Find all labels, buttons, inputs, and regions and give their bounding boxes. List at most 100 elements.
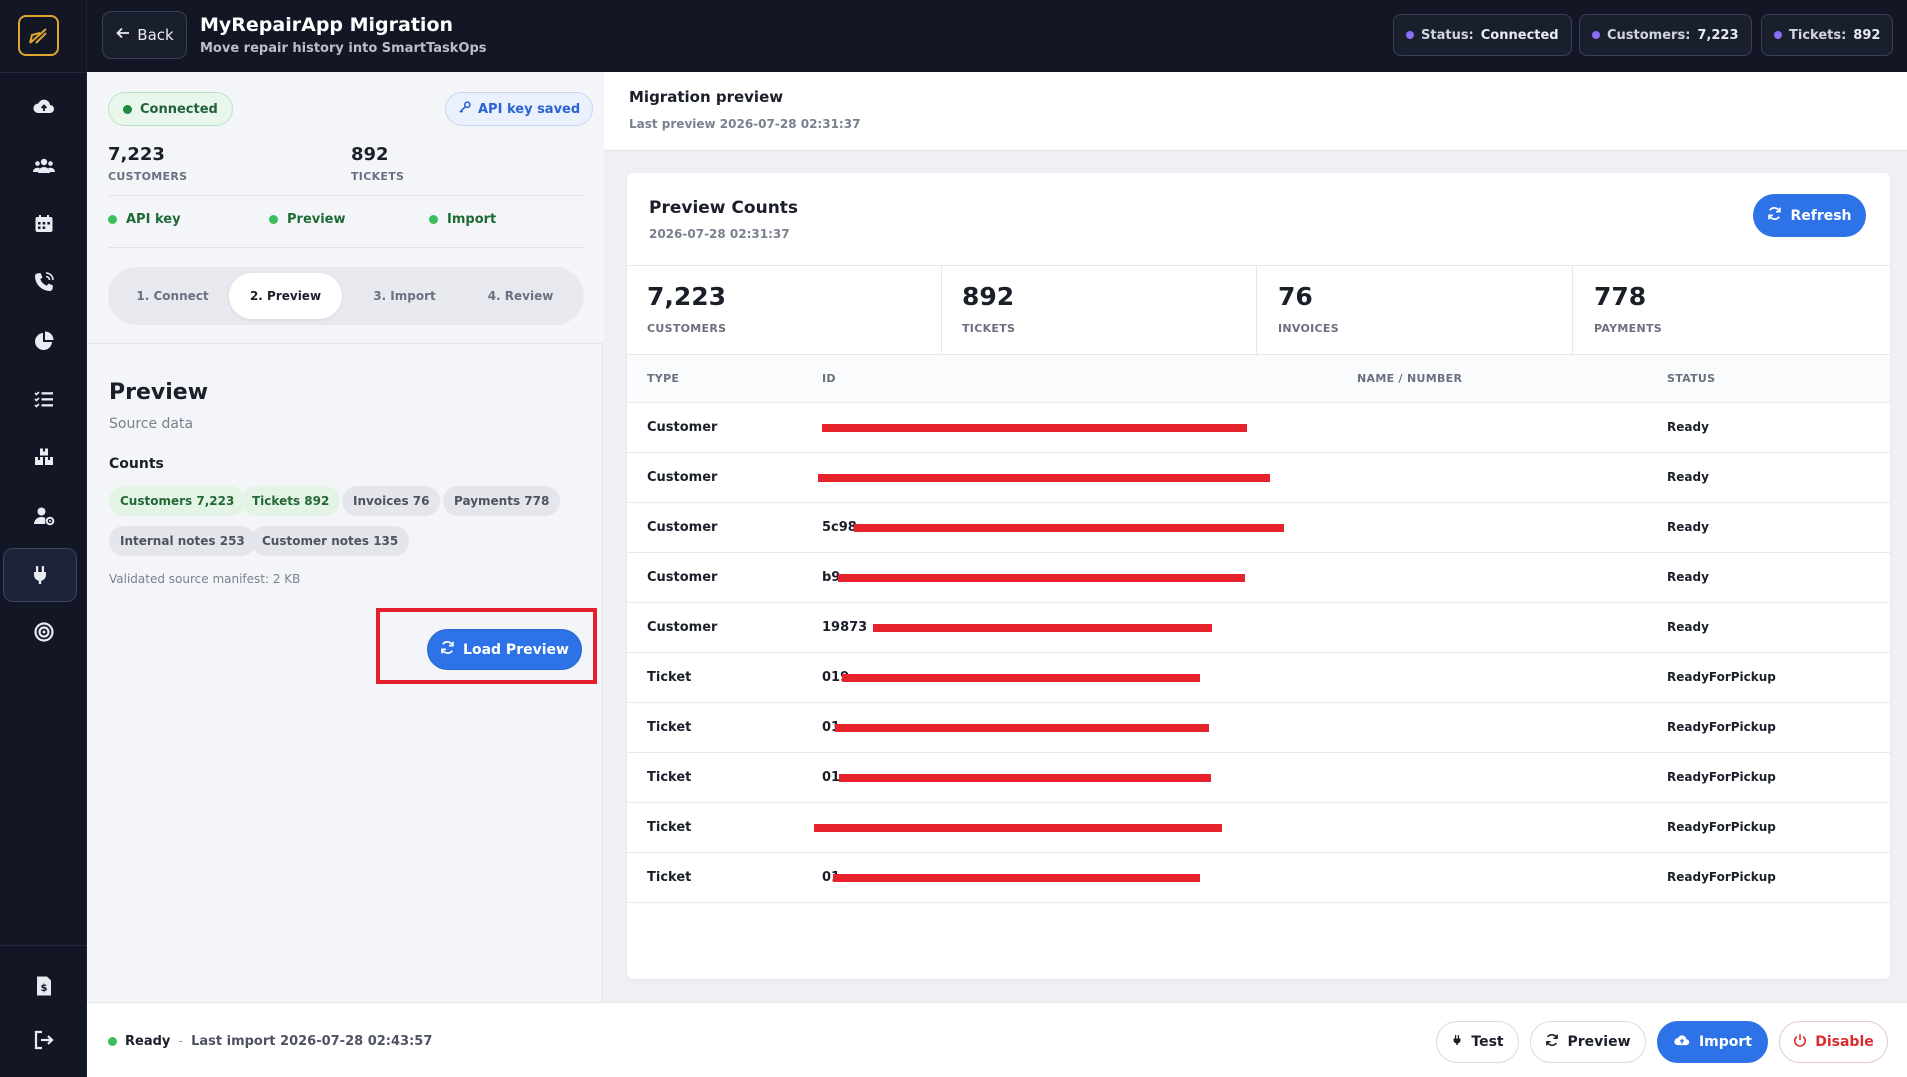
cloud-upload-icon: [1673, 1032, 1691, 1052]
stat-card-customers: 7,223 CUSTOMERS: [627, 266, 942, 354]
cell-type: Customer: [647, 570, 718, 585]
cell-status: Ready: [1667, 470, 1709, 484]
redaction-bar: [838, 574, 1245, 582]
tab-connect[interactable]: 1. Connect: [136, 289, 209, 303]
check-label: Import: [447, 212, 497, 227]
table-row[interactable]: Customer Ready: [627, 403, 1890, 453]
cell-type: Ticket: [647, 820, 692, 835]
refresh-icon: [440, 640, 455, 659]
stat-label: PAYMENTS: [1594, 322, 1662, 335]
customers-count: 7,223: [108, 144, 165, 165]
check-dot-icon: [108, 215, 117, 224]
user-settings-icon[interactable]: [0, 493, 87, 539]
phone-icon[interactable]: [0, 259, 87, 305]
import-button[interactable]: Import: [1657, 1021, 1768, 1063]
check-import: Import: [429, 212, 496, 227]
table-row[interactable]: Customer 19873 Ready: [627, 603, 1890, 653]
top-bar: Back MyRepairApp Migration Move repair h…: [87, 0, 1907, 72]
tickets-count: 892: [351, 144, 389, 165]
table-row[interactable]: Customer 5c98 Ready: [627, 503, 1890, 553]
disable-label: Disable: [1815, 1034, 1874, 1050]
cell-type: Ticket: [647, 720, 692, 735]
connection-summary: Connected API key saved 7,223 CUSTOMERS …: [87, 72, 603, 344]
logout-icon[interactable]: [0, 1017, 87, 1063]
test-button[interactable]: Test: [1436, 1021, 1519, 1063]
status-dot-icon: [1406, 31, 1414, 39]
cell-status: ReadyForPickup: [1667, 720, 1776, 734]
tab-import[interactable]: 3. Import: [373, 289, 436, 303]
redaction-bar: [842, 674, 1200, 682]
invoice-icon[interactable]: $: [0, 963, 87, 1009]
cell-id: 19873: [822, 620, 868, 635]
redaction-bar: [822, 424, 1247, 432]
preview-subtitle: Source data: [109, 416, 194, 432]
calendar-icon[interactable]: [0, 201, 87, 247]
stat-value: 76: [1278, 282, 1313, 311]
ready-label: Ready: [125, 1034, 171, 1049]
count-pill-customer-notes: Customer notes 135: [251, 526, 410, 556]
import-label: Import: [1698, 1034, 1753, 1050]
chip-value: 892: [1853, 27, 1881, 43]
tickets-chip: Tickets: 892: [1761, 14, 1894, 56]
load-preview-button[interactable]: Load Preview: [427, 629, 582, 670]
target-icon[interactable]: [0, 609, 87, 655]
page-subtitle: Move repair history into SmartTaskOps: [200, 41, 487, 56]
highlight-box: [376, 608, 597, 684]
cell-status: Ready: [1667, 570, 1709, 584]
stat-card-payments: 778 PAYMENTS: [1574, 266, 1889, 354]
customers-chip: Customers: 7,223: [1579, 14, 1752, 56]
cell-id: 01: [822, 770, 841, 785]
api-key-badge[interactable]: API key saved: [445, 92, 594, 126]
power-icon: [1793, 1033, 1807, 1051]
preview-title: Preview: [109, 380, 209, 405]
last-import-label: Last import 2026-07-28 02:43:57: [191, 1034, 433, 1049]
back-button[interactable]: Back: [102, 11, 187, 59]
table-row[interactable]: Customer b9 Ready: [627, 553, 1890, 603]
logo-icon[interactable]: [18, 15, 59, 56]
count-pill-payments: Payments 778: [443, 486, 561, 516]
preview-button[interactable]: Preview: [1530, 1021, 1646, 1063]
redaction-bar: [835, 724, 1209, 732]
check-dot-icon: [429, 215, 438, 224]
table-row[interactable]: Ticket 019 ReadyForPickup: [627, 653, 1890, 703]
connected-dot-icon: [123, 104, 132, 114]
count-pill-customers: Customers 7,223: [109, 486, 246, 516]
cell-status: ReadyForPickup: [1667, 770, 1776, 784]
inventory-icon[interactable]: [0, 434, 87, 480]
bottom-bar: Ready - Last import 2026-07-28 02:43:57 …: [87, 1002, 1907, 1077]
col-type: TYPE: [647, 372, 680, 385]
check-api-key: API key: [108, 212, 181, 227]
refresh-button[interactable]: Refresh: [1753, 194, 1866, 237]
card-timestamp: 2026-07-28 02:31:37: [649, 227, 790, 241]
chip-key: Customers:: [1607, 27, 1691, 43]
api-key-label: API key saved: [478, 101, 581, 117]
tab-review[interactable]: 4. Review: [487, 289, 554, 303]
stat-label: CUSTOMERS: [647, 322, 727, 335]
cloud-upload-icon[interactable]: [0, 84, 87, 130]
table-row[interactable]: Ticket 01 ReadyForPickup: [627, 853, 1890, 903]
table-row[interactable]: Ticket 01 ReadyForPickup: [627, 703, 1890, 753]
pie-chart-icon[interactable]: [0, 318, 87, 364]
col-status: STATUS: [1667, 372, 1716, 385]
sidebar-divider: [0, 72, 87, 73]
disable-button[interactable]: Disable: [1779, 1021, 1888, 1063]
table-row[interactable]: Ticket ReadyForPickup: [627, 803, 1890, 853]
table-row[interactable]: Customer Ready: [627, 453, 1890, 503]
cell-id: 5c98: [822, 520, 857, 535]
manifest-info: Validated source manifest: 2 KB: [109, 572, 301, 586]
step-tabs: 1. Connect 2. Preview 3. Import 4. Revie…: [108, 267, 584, 325]
cell-type: Ticket: [647, 770, 692, 785]
table-row[interactable]: Ticket 01 ReadyForPickup: [627, 753, 1890, 803]
counts-heading: Counts: [109, 456, 164, 472]
plug-icon[interactable]: [3, 548, 77, 602]
checklist-icon[interactable]: [0, 376, 87, 422]
stat-value: 778: [1594, 282, 1647, 311]
chip-key: Tickets:: [1789, 27, 1847, 43]
check-dot-icon: [269, 215, 278, 224]
page-title: MyRepairApp Migration: [200, 14, 454, 36]
cell-status: Ready: [1667, 520, 1709, 534]
cell-id: b9: [822, 570, 841, 585]
stat-card-invoices: 76 INVOICES: [1258, 266, 1573, 354]
tab-preview[interactable]: 2. Preview: [229, 273, 342, 319]
users-icon[interactable]: [0, 143, 87, 189]
